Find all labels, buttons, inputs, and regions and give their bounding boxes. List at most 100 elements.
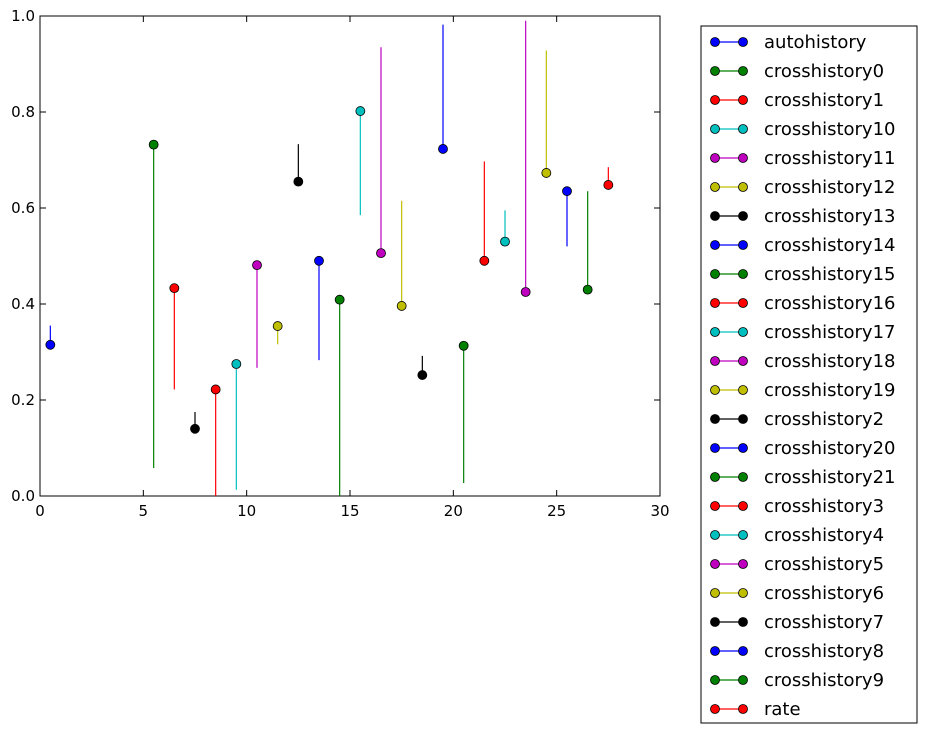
legend-label-crosshistory20: crosshistory20 xyxy=(764,438,895,459)
legend-marker-crosshistory20 xyxy=(710,443,720,453)
series-point-crosshistory11 xyxy=(252,260,262,271)
y-tick-label: 0.6 xyxy=(11,199,35,217)
series-point-crosshistory20 xyxy=(438,144,448,154)
legend-label-crosshistory8: crosshistory8 xyxy=(764,641,884,662)
series-point-crosshistory5 xyxy=(520,287,531,297)
legend-marker-crosshistory5 xyxy=(710,559,720,569)
series-point-crosshistory17 xyxy=(355,106,366,116)
legend-marker-crosshistory14 xyxy=(710,240,720,250)
x-tick-label: 0 xyxy=(35,502,45,520)
legend-label-crosshistory6: crosshistory6 xyxy=(764,583,884,604)
legend-marker-crosshistory7 xyxy=(710,617,720,627)
legend-label-crosshistory5: crosshistory5 xyxy=(764,554,884,575)
x-tick-label: 20 xyxy=(444,502,463,520)
legend-marker-crosshistory12 xyxy=(710,182,720,192)
legend-label-crosshistory7: crosshistory7 xyxy=(764,612,884,633)
legend-label-crosshistory14: crosshistory14 xyxy=(764,235,895,256)
legend-marker-crosshistory6 xyxy=(710,588,720,598)
legend-marker-crosshistory4 xyxy=(710,530,720,540)
series-point-crosshistory16 xyxy=(210,384,221,395)
legend-label-crosshistory2: crosshistory2 xyxy=(764,409,884,430)
legend-label-crosshistory16: crosshistory16 xyxy=(764,293,895,314)
legend-marker-crosshistory2 xyxy=(738,414,748,424)
legend-marker-crosshistory2 xyxy=(710,414,720,424)
legend-marker-rate xyxy=(738,704,748,714)
legend-marker-crosshistory11 xyxy=(738,153,748,163)
legend-label-autohistory: autohistory xyxy=(764,32,867,53)
legend-marker-autohistory xyxy=(710,37,720,47)
legend-label-crosshistory17: crosshistory17 xyxy=(764,322,895,343)
legend-marker-crosshistory11 xyxy=(710,153,720,163)
legend-marker-crosshistory12 xyxy=(738,182,748,192)
x-tick-label: 15 xyxy=(340,502,359,520)
series-point-crosshistory8 xyxy=(562,186,572,197)
legend-marker-crosshistory10 xyxy=(738,124,748,134)
legend-marker-crosshistory14 xyxy=(738,240,748,250)
legend-marker-crosshistory13 xyxy=(738,211,748,221)
legend-marker-crosshistory20 xyxy=(738,443,748,453)
legend-marker-crosshistory1 xyxy=(738,95,748,105)
legend-label-crosshistory13: crosshistory13 xyxy=(764,206,895,227)
series-point-crosshistory7 xyxy=(417,370,428,380)
legend-box xyxy=(700,25,918,724)
legend-marker-crosshistory18 xyxy=(710,356,720,366)
series-point-crosshistory18 xyxy=(376,248,386,259)
legend-label-crosshistory4: crosshistory4 xyxy=(764,525,884,546)
plot-frame xyxy=(39,15,661,497)
series-point-crosshistory1 xyxy=(169,283,180,294)
legend-marker-crosshistory0 xyxy=(738,66,748,76)
legend-marker-crosshistory10 xyxy=(710,124,720,134)
legend-label-crosshistory15: crosshistory15 xyxy=(764,264,895,285)
series-point-crosshistory4 xyxy=(500,236,510,247)
legend-marker-crosshistory0 xyxy=(710,66,720,76)
series-point-crosshistory21 xyxy=(458,340,469,351)
legend-marker-crosshistory5 xyxy=(738,559,748,569)
series-point-crosshistory15 xyxy=(334,294,345,305)
y-tick-label: 1.0 xyxy=(11,7,35,25)
legend-marker-crosshistory19 xyxy=(738,385,748,395)
legend-marker-crosshistory6 xyxy=(738,588,748,598)
x-tick-label: 30 xyxy=(650,502,669,520)
y-tick-label: 0.8 xyxy=(11,103,35,121)
legend-marker-crosshistory3 xyxy=(710,501,720,511)
plot-area: 0 5 10 15 20 25 30 0.0 0.2 0.4 0.6 0.8 1.0 xyxy=(11,7,669,520)
legend-marker-crosshistory3 xyxy=(738,501,748,511)
series-point-crosshistory0 xyxy=(148,139,159,150)
legend-label-crosshistory12: crosshistory12 xyxy=(764,177,895,198)
series-point-crosshistory6 xyxy=(541,168,552,178)
legend-label-crosshistory19: crosshistory19 xyxy=(764,380,895,401)
legend-label-crosshistory10: crosshistory10 xyxy=(764,119,895,140)
series-point-crosshistory13 xyxy=(293,176,304,187)
legend-label-crosshistory3: crosshistory3 xyxy=(764,496,884,517)
legend-label-crosshistory1: crosshistory1 xyxy=(764,90,884,111)
legend-label-crosshistory0: crosshistory0 xyxy=(764,61,884,82)
series-point-crosshistory3 xyxy=(479,255,490,266)
legend-marker-crosshistory18 xyxy=(738,356,748,366)
legend: autohistory crosshistory0 crosshistory1 cro… xyxy=(700,25,918,724)
series-point-autohistory xyxy=(45,339,56,350)
legend-marker-crosshistory21 xyxy=(710,472,720,482)
x-tick-label: 5 xyxy=(139,502,149,520)
legend-marker-crosshistory1 xyxy=(710,95,720,105)
legend-marker-crosshistory7 xyxy=(738,617,748,627)
legend-marker-crosshistory9 xyxy=(710,675,720,685)
legend-label-crosshistory21: crosshistory21 xyxy=(764,467,895,488)
legend-marker-autohistory xyxy=(738,37,748,47)
legend-marker-crosshistory16 xyxy=(738,298,748,308)
legend-marker-crosshistory17 xyxy=(738,327,748,337)
y-tick-label: 0.4 xyxy=(11,295,35,313)
series-point-crosshistory12 xyxy=(272,321,283,331)
legend-label-rate: rate xyxy=(764,699,801,720)
legend-marker-crosshistory8 xyxy=(710,646,720,656)
legend-marker-crosshistory15 xyxy=(738,269,748,279)
legend-marker-crosshistory13 xyxy=(710,211,720,221)
legend-marker-crosshistory21 xyxy=(738,472,748,482)
y-tick-label: 0.0 xyxy=(11,487,35,505)
legend-label-crosshistory18: crosshistory18 xyxy=(764,351,895,372)
legend-marker-rate xyxy=(710,704,720,714)
legend-marker-crosshistory4 xyxy=(738,530,748,540)
series-point-crosshistory19 xyxy=(396,301,407,311)
legend-marker-crosshistory16 xyxy=(710,298,720,308)
